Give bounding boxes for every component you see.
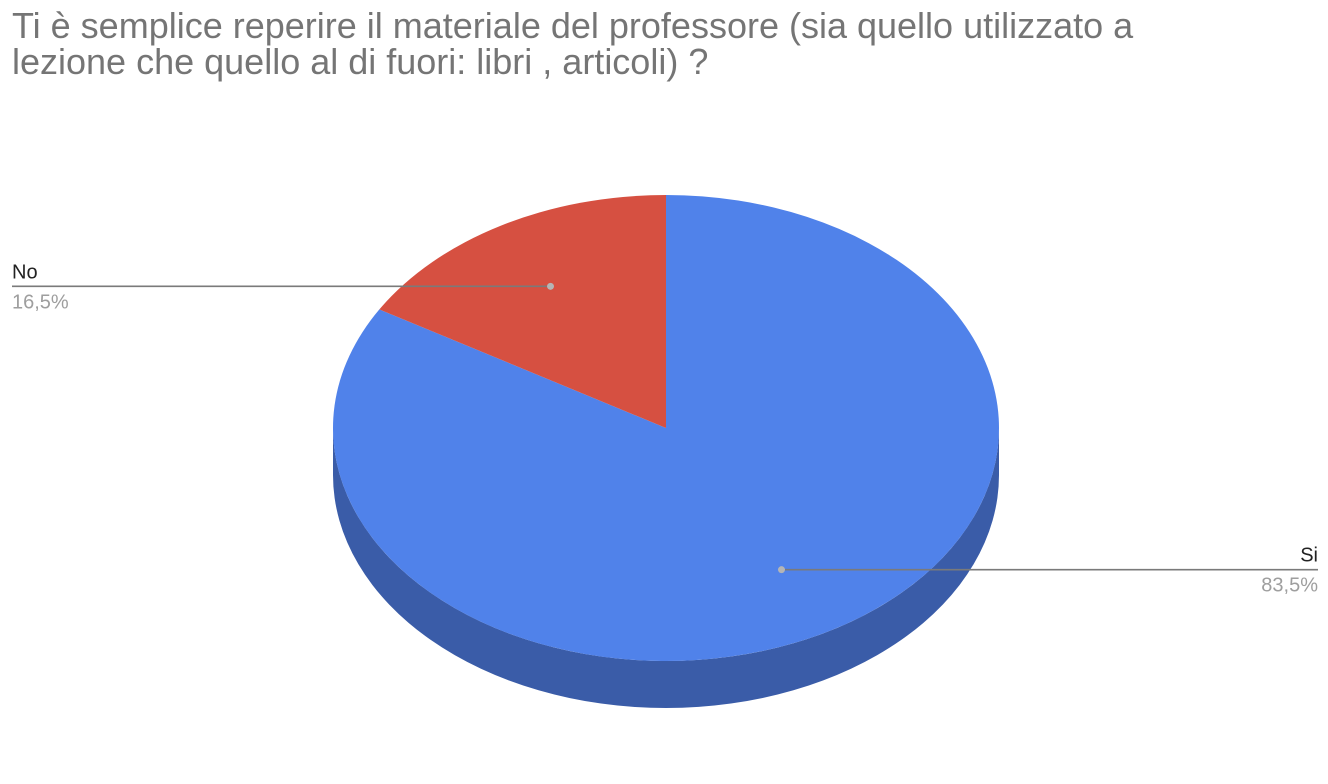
slice-value-si: 83,5%	[1261, 575, 1318, 597]
pie-top-group	[333, 195, 999, 661]
slice-value-no: 16,5%	[12, 291, 69, 313]
slice-label-si: Si	[1300, 545, 1318, 567]
callout-dot-si	[778, 566, 785, 573]
slice-label-no: No	[12, 261, 38, 283]
callout-dot-no	[547, 283, 554, 290]
